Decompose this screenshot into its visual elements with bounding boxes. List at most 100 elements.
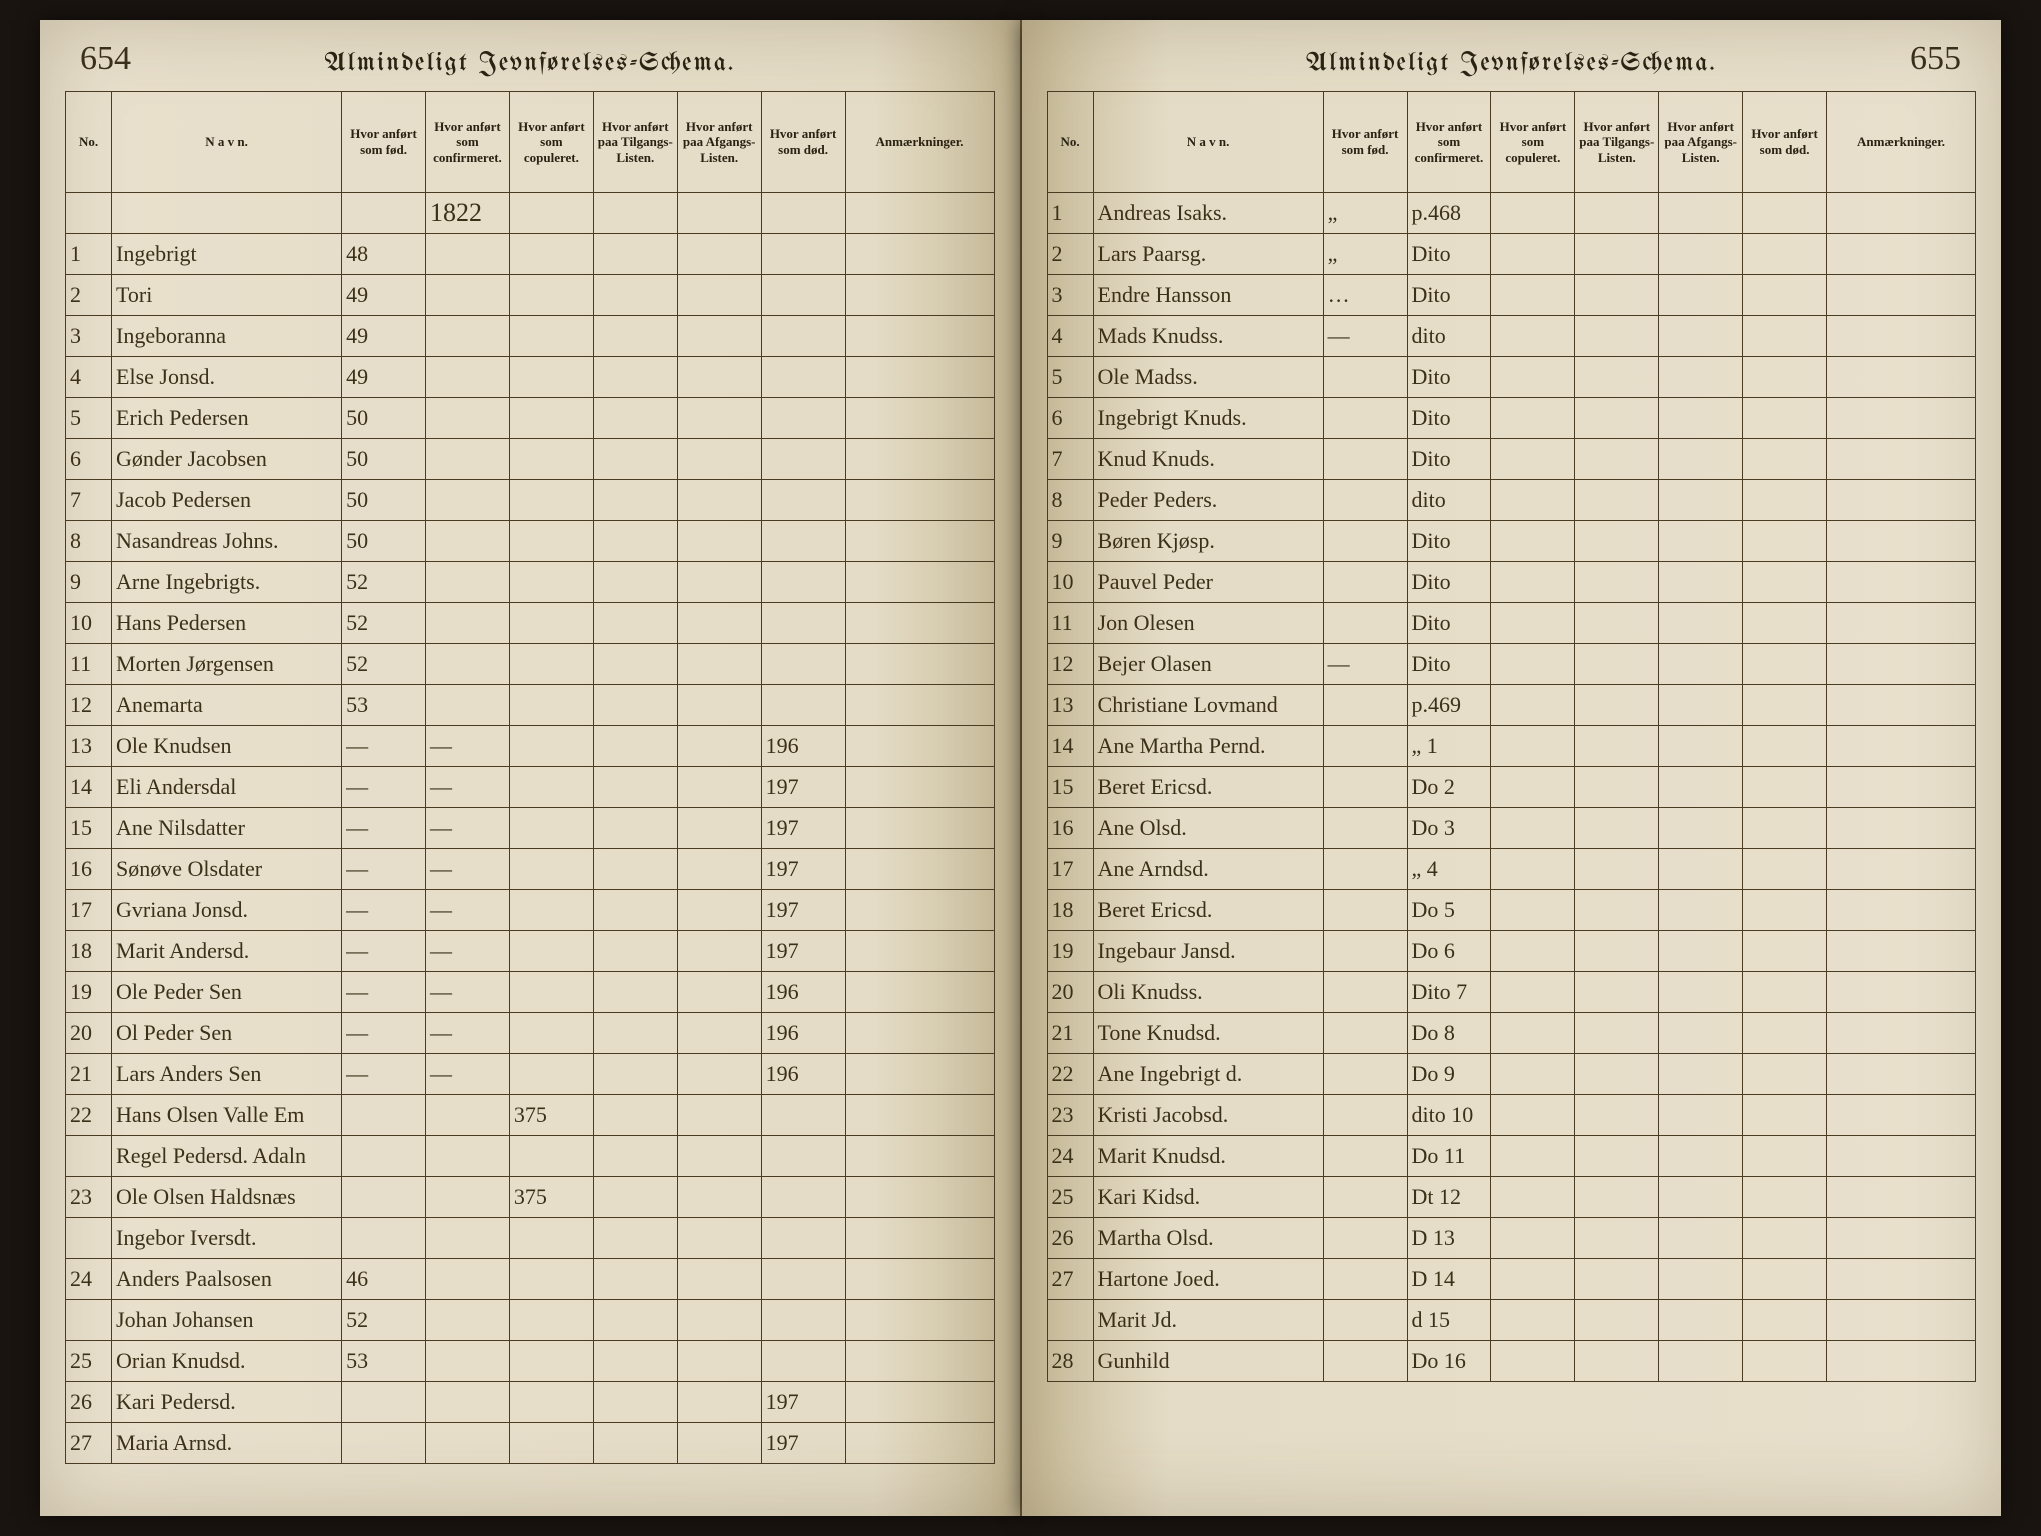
- table-row: 6Ingebrigt Knuds.Dito: [1047, 398, 1976, 439]
- table-row: 4Mads Knudss.—dito: [1047, 316, 1976, 357]
- row-name: Sønøve Olsdater: [112, 849, 342, 890]
- row-no: 5: [66, 398, 112, 439]
- row-copulated: [1491, 193, 1575, 234]
- row-dead: [1743, 726, 1827, 767]
- row-remarks: [845, 644, 994, 685]
- row-no: 6: [1047, 398, 1093, 439]
- row-name: Kristi Jacobsd.: [1093, 1095, 1323, 1136]
- row-tilgang: [593, 398, 677, 439]
- row-no: 3: [1047, 275, 1093, 316]
- row-born: [1323, 1259, 1407, 1300]
- row-tilgang: [593, 849, 677, 890]
- right-page: 655 Almindeligt Jevnførelses-Schema. No.…: [1022, 20, 2002, 1516]
- row-born: [1323, 439, 1407, 480]
- row-no: 18: [1047, 890, 1093, 931]
- row-afgang: [1659, 1259, 1743, 1300]
- row-no: 8: [1047, 480, 1093, 521]
- row-confirmed: Dito: [1407, 644, 1491, 685]
- row-no: 5: [1047, 357, 1093, 398]
- row-copulated: [1491, 1218, 1575, 1259]
- row-no: 26: [66, 1382, 112, 1423]
- row-dead: [761, 603, 845, 644]
- row-remarks: [845, 1013, 994, 1054]
- row-confirmed: —: [426, 767, 510, 808]
- row-tilgang: [1575, 562, 1659, 603]
- row-afgang: [1659, 972, 1743, 1013]
- row-copulated: [1491, 275, 1575, 316]
- row-no: 4: [66, 357, 112, 398]
- row-tilgang: [593, 1218, 677, 1259]
- row-name: Pauvel Peder: [1093, 562, 1323, 603]
- row-confirmed: —: [426, 931, 510, 972]
- table-row: 28GunhildDo 16: [1047, 1341, 1976, 1382]
- row-no: 4: [1047, 316, 1093, 357]
- row-born: 52: [342, 603, 426, 644]
- row-dead: [1743, 480, 1827, 521]
- row-no: 6: [66, 439, 112, 480]
- row-copulated: [1491, 357, 1575, 398]
- row-afgang: [677, 685, 761, 726]
- row-no: 12: [1047, 644, 1093, 685]
- row-born: [342, 1136, 426, 1177]
- row-born: 52: [342, 644, 426, 685]
- row-dead: [1743, 1054, 1827, 1095]
- row-no: 19: [1047, 931, 1093, 972]
- row-tilgang: [1575, 644, 1659, 685]
- row-remarks: [1827, 1177, 1976, 1218]
- row-no: 7: [66, 480, 112, 521]
- row-copulated: [509, 849, 593, 890]
- row-dead: [1743, 1300, 1827, 1341]
- row-afgang: [677, 234, 761, 275]
- row-afgang: [677, 931, 761, 972]
- table-row: 27Maria Arnsd.197: [66, 1423, 995, 1464]
- row-confirmed: [426, 439, 510, 480]
- row-tilgang: [1575, 849, 1659, 890]
- row-name: Martha Olsd.: [1093, 1218, 1323, 1259]
- row-copulated: [1491, 1054, 1575, 1095]
- table-row: 17Gvriana Jonsd.——197: [66, 890, 995, 931]
- row-copulated: [1491, 726, 1575, 767]
- row-copulated: [1491, 808, 1575, 849]
- row-tilgang: [1575, 275, 1659, 316]
- row-tilgang: [593, 1136, 677, 1177]
- row-afgang: [677, 1382, 761, 1423]
- row-tilgang: [1575, 1054, 1659, 1095]
- row-remarks: [1827, 603, 1976, 644]
- row-confirmed: Dito: [1407, 398, 1491, 439]
- row-name: Nasandreas Johns.: [112, 521, 342, 562]
- row-no: 13: [66, 726, 112, 767]
- row-copulated: [1491, 1136, 1575, 1177]
- row-dead: [1743, 603, 1827, 644]
- row-dead: [761, 275, 845, 316]
- row-born: —: [342, 972, 426, 1013]
- row-remarks: [1827, 1095, 1976, 1136]
- table-row: 22Ane Ingebrigt d.Do 9: [1047, 1054, 1976, 1095]
- row-remarks: [845, 808, 994, 849]
- row-remarks: [845, 1382, 994, 1423]
- row-afgang: [677, 1054, 761, 1095]
- row-born: 49: [342, 275, 426, 316]
- register-table-left: No. N a v n. Hvor anført som fød. Hvor a…: [65, 91, 995, 1464]
- row-remarks: [1827, 521, 1976, 562]
- row-copulated: [509, 972, 593, 1013]
- row-tilgang: [1575, 439, 1659, 480]
- row-no: 23: [1047, 1095, 1093, 1136]
- row-name: Ingebrigt: [112, 234, 342, 275]
- row-tilgang: [593, 1095, 677, 1136]
- row-tilgang: [1575, 1013, 1659, 1054]
- row-copulated: [509, 275, 593, 316]
- row-no: 7: [1047, 439, 1093, 480]
- row-no: 10: [1047, 562, 1093, 603]
- row-no: 14: [1047, 726, 1093, 767]
- row-name: Jacob Pedersen: [112, 480, 342, 521]
- table-row: 13Christiane Lovmandp.469: [1047, 685, 1976, 726]
- row-tilgang: [593, 1013, 677, 1054]
- row-dead: [1743, 1136, 1827, 1177]
- row-confirmed: Dito: [1407, 275, 1491, 316]
- row-copulated: [509, 685, 593, 726]
- row-remarks: [845, 562, 994, 603]
- row-tilgang: [593, 275, 677, 316]
- row-tilgang: [593, 480, 677, 521]
- row-afgang: [677, 808, 761, 849]
- col-dead: Hvor anført som død.: [761, 92, 845, 193]
